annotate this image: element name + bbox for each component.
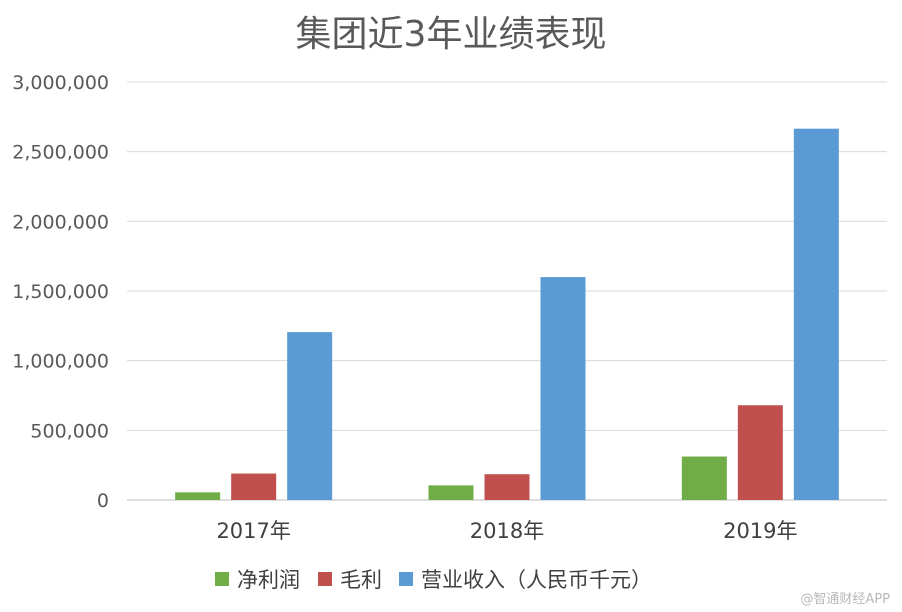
bar-revenue-1 xyxy=(287,332,333,500)
bar-gross-profit-3 xyxy=(737,405,783,500)
legend-label: 毛利 xyxy=(340,568,382,592)
x-tick-label: 2019年 xyxy=(723,519,797,543)
gridlines xyxy=(127,81,887,501)
y-tick-label: 500,000 xyxy=(30,420,109,442)
x-tick-label: 2018年 xyxy=(470,519,544,543)
legend: 净利润 毛利 营业收入（人民币千元） xyxy=(215,568,652,592)
bar-revenue-3 xyxy=(793,128,839,500)
watermark: @智通财经APP xyxy=(800,592,890,607)
bar-gross-profit-2 xyxy=(484,474,530,500)
y-tick-label: 1,500,000 xyxy=(12,281,109,303)
x-tick-label: 2017年 xyxy=(216,519,290,543)
legend-label: 营业收入（人民币千元） xyxy=(421,568,652,592)
chart-title: 集团近3年业绩表现 xyxy=(296,14,607,55)
bar-net-profit-3 xyxy=(681,456,727,500)
legend-swatch xyxy=(399,572,413,586)
y-tick-label: 2,500,000 xyxy=(12,142,109,164)
y-tick-label: 2,000,000 xyxy=(12,211,109,233)
bar-net-profit-2 xyxy=(428,485,474,500)
y-tick-label: 0 xyxy=(97,490,109,512)
bars xyxy=(175,128,839,500)
legend-label: 净利润 xyxy=(237,568,300,592)
bar-revenue-2 xyxy=(540,277,586,500)
y-tick-label: 1,000,000 xyxy=(12,351,109,373)
y-tick-label: 3,000,000 xyxy=(12,72,109,94)
bar-net-profit-1 xyxy=(175,492,221,500)
legend-swatch xyxy=(215,572,229,586)
bar-gross-profit-1 xyxy=(231,473,277,500)
y-axis-ticks: 0 500,000 1,000,000 1,500,000 2,000,000 2,500… xyxy=(12,72,109,512)
legend-swatch xyxy=(318,572,332,586)
x-axis-ticks: 2017年 2018年 2019年 xyxy=(216,519,797,543)
